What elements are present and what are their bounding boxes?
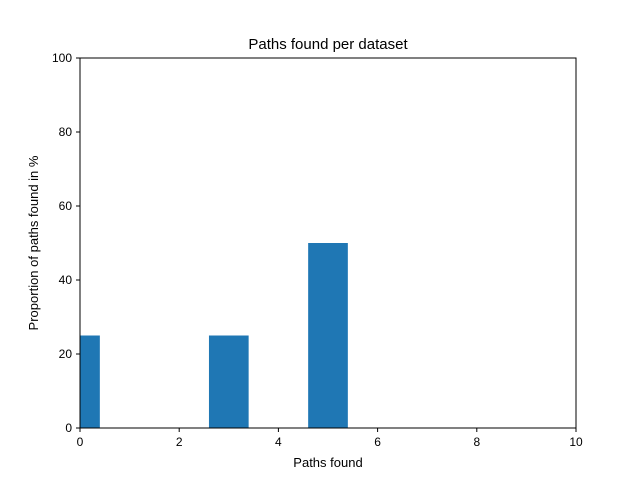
y-tick-label-3: 60 [59,199,73,213]
y-tick-label-5: 100 [52,51,72,65]
x-tick-label-5: 10 [569,435,583,449]
x-tick-label-4: 8 [473,435,480,449]
x-tick-label-2: 4 [275,435,282,449]
y-axis-label: Proportion of paths found in % [26,155,41,330]
x-axis-label: Paths found [293,455,362,470]
chart-title: Paths found per dataset [248,36,408,53]
x-tick-label-3: 6 [374,435,381,449]
y-tick-label-2: 40 [59,273,73,287]
bars-group [80,243,348,428]
y-tick-label-0: 0 [65,421,72,435]
y-tick-label-1: 20 [59,347,73,361]
y-axis-ticks: 0 20 40 60 80 100 [52,51,80,435]
bar-0 [80,335,100,428]
y-tick-label-4: 80 [59,125,73,139]
x-tick-label-0: 0 [77,435,84,449]
x-axis-ticks: 0 2 4 6 8 10 [77,428,583,449]
bar-2 [308,243,348,428]
x-tick-label-1: 2 [176,435,183,449]
bar-1 [208,335,249,428]
plot-frame [79,57,577,429]
